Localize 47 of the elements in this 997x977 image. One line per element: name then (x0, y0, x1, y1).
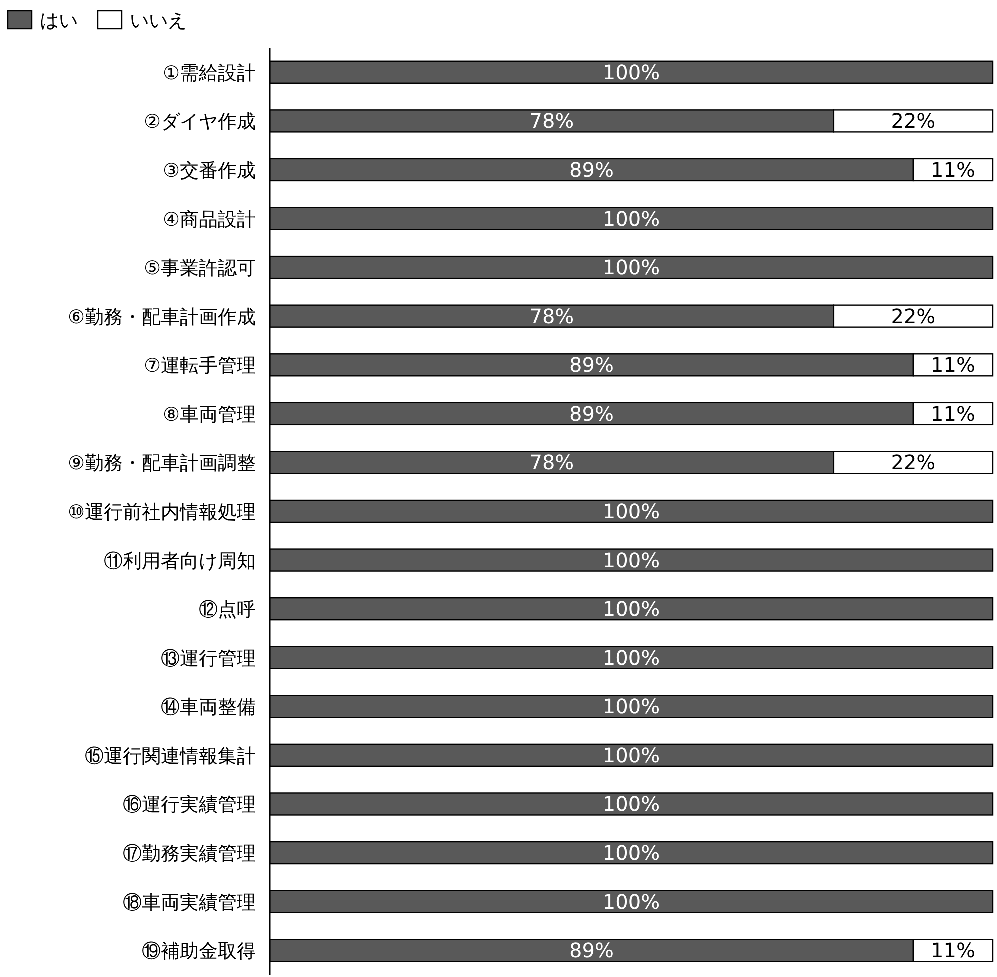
y-tick-label: ⑰勤務実績管理 (123, 843, 256, 866)
y-tick-label: ⑪利用者向け周知 (104, 550, 256, 572)
data-label: 100% (602, 500, 660, 524)
data-label: 11% (931, 158, 976, 182)
data-label: 100% (602, 597, 660, 622)
y-tick-label: ②ダイヤ作成 (144, 111, 256, 134)
data-label: 100% (602, 548, 660, 572)
data-label: 89% (570, 938, 614, 963)
data-label: 100% (602, 841, 660, 866)
y-tick-label: ⑱車両実績管理 (123, 892, 256, 914)
data-label: 100% (602, 743, 660, 768)
data-label: 89% (570, 158, 614, 182)
y-tick-label: ⑤事業許認可 (144, 258, 256, 280)
y-tick-label: ⑮運行関連情報集計 (85, 745, 256, 768)
y-tick-label: ①需給設計 (162, 62, 256, 84)
y-tick-label: ⑧車両管理 (162, 404, 256, 426)
data-label: 100% (602, 890, 660, 914)
data-label: 100% (602, 694, 660, 719)
data-label: 100% (602, 256, 660, 280)
data-label: 100% (602, 60, 660, 84)
data-label: 89% (570, 402, 614, 426)
legend-label: いいえ (130, 10, 187, 32)
y-tick-label: ⑭車両整備 (161, 696, 256, 719)
data-label: 100% (602, 792, 660, 816)
data-label: 11% (931, 353, 976, 378)
data-label: 78% (530, 109, 574, 134)
y-tick-label: ⑥勤務・配車計画作成 (68, 306, 256, 328)
y-tick-label: ⑫点呼 (199, 599, 256, 622)
y-tick-label: ⑦運転手管理 (144, 355, 256, 378)
data-label: 11% (931, 938, 976, 963)
data-label: 78% (530, 304, 574, 328)
data-label: 100% (602, 646, 660, 670)
data-label: 11% (931, 402, 976, 426)
y-tick-label: ⑬運行管理 (161, 648, 256, 670)
y-tick-label: ⑲補助金取得 (142, 940, 256, 963)
y-tick-label: ⑨勤務・配車計画調整 (68, 452, 256, 475)
y-tick-label: ⑩運行前社内情報処理 (68, 502, 256, 524)
data-label: 22% (891, 109, 936, 134)
legend-label: はい (40, 10, 78, 32)
y-tick-label: ④商品設計 (162, 208, 256, 231)
data-label: 22% (891, 304, 936, 328)
y-tick-label: ③交番作成 (162, 160, 256, 182)
y-tick-label: ⑯運行実績管理 (123, 794, 256, 816)
data-label: 89% (570, 353, 614, 378)
data-label: 78% (530, 450, 574, 475)
data-label: 22% (891, 450, 936, 475)
data-label: 100% (602, 206, 660, 231)
